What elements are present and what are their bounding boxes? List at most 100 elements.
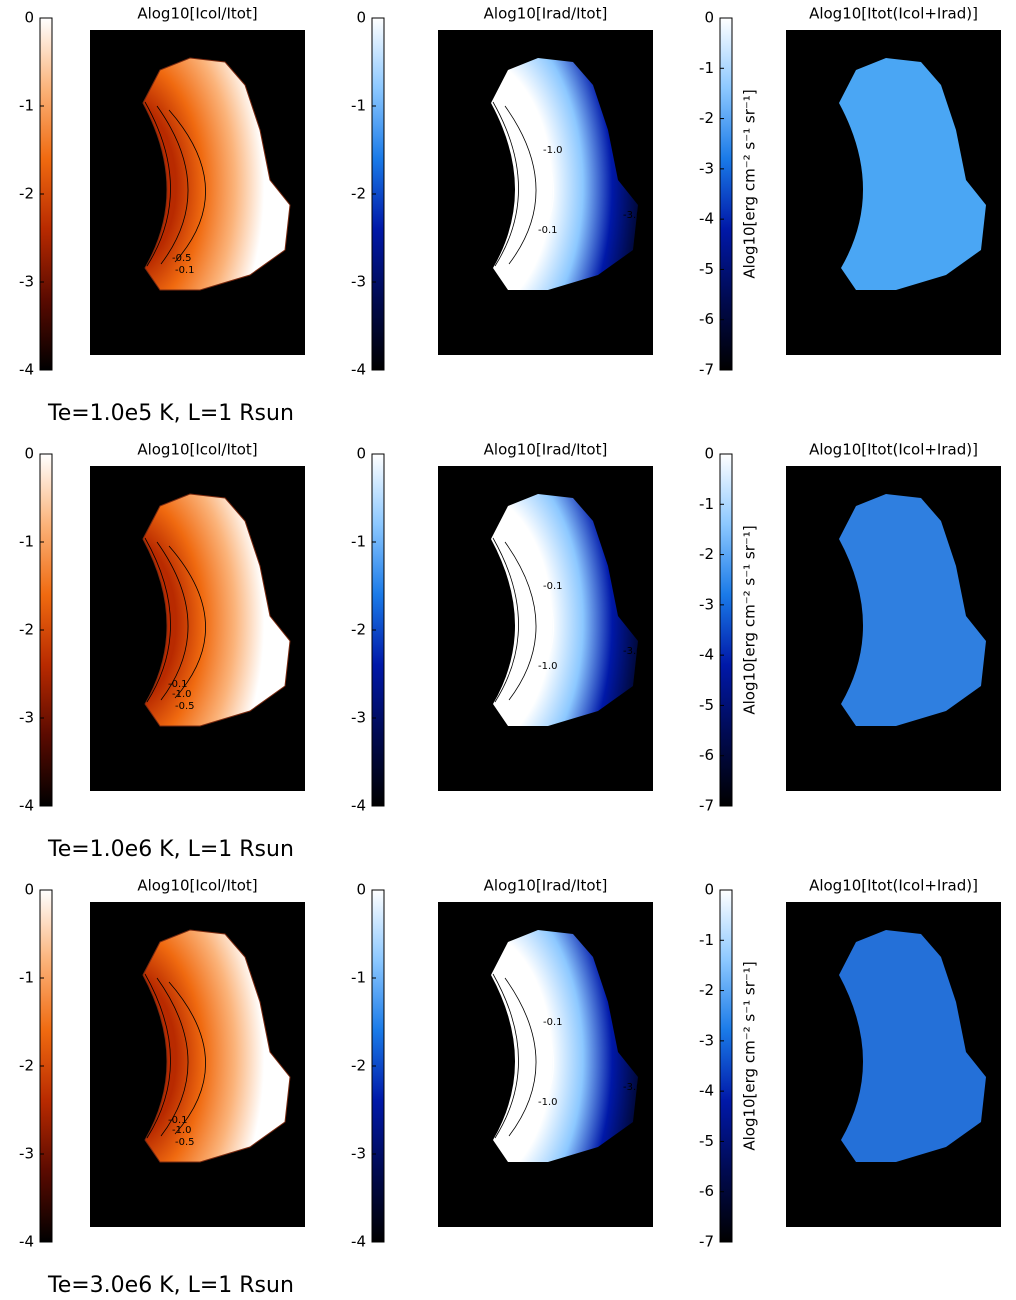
colorbar — [719, 17, 733, 371]
colorbar-label: Alog10[erg cm⁻² s⁻¹ sr⁻¹] — [741, 961, 759, 1150]
colorbar-tick-label: 0 — [704, 445, 714, 463]
emission-region — [839, 58, 986, 290]
contour — [492, 973, 519, 1139]
row-caption: Te=1.0e5 K, L=1 Rsun — [47, 401, 294, 426]
colorbar-tick-label: -3 — [19, 273, 34, 291]
row-caption: Te=1.0e6 K, L=1 Rsun — [47, 837, 294, 862]
contour — [156, 977, 189, 1137]
panel-title: Alog10[Icol/Itot] — [137, 877, 257, 895]
colorbar — [719, 453, 733, 807]
contour — [144, 973, 171, 1139]
colorbar-tick-label: 0 — [24, 445, 34, 463]
colorbar-tick-label: -2 — [351, 185, 366, 203]
contour-label: -1.0 — [543, 145, 563, 156]
colorbar-tick-label: -3 — [699, 595, 714, 613]
contour — [516, 545, 554, 699]
colorbar-tick-label: -7 — [699, 1233, 714, 1251]
contour-label: -0.5 — [172, 253, 192, 264]
panel-title: Alog10[Itot(Icol+Irad)] — [809, 441, 978, 459]
contour — [516, 109, 554, 263]
colorbar-tick-label: -4 — [351, 797, 366, 815]
colorbar-tick-label: -2 — [699, 981, 714, 999]
contour-label: -0.1 — [175, 265, 195, 276]
colorbar-tick-label: -3 — [699, 159, 714, 177]
colorbar-tick-label: -2 — [699, 545, 714, 563]
colorbar-tick-label: -6 — [699, 1182, 714, 1200]
colorbar-tick-label: 0 — [24, 881, 34, 899]
colorbar-tick-label: -6 — [699, 746, 714, 764]
colorbar-tick-label: -1 — [351, 97, 366, 115]
colorbar-label: Alog10[erg cm⁻² s⁻¹ sr⁻¹] — [741, 89, 759, 278]
panel-title: Alog10[Irad/Itot] — [484, 441, 608, 459]
contour — [144, 537, 171, 703]
contour-label: -0.1 — [168, 679, 188, 690]
colorbar-tick-label: 0 — [704, 881, 714, 899]
panel-title: Alog10[Irad/Itot] — [484, 877, 608, 895]
colorbar-tick-label: -4 — [699, 210, 714, 228]
colorbar-tick-label: -5 — [699, 260, 714, 278]
colorbar-tick-label: -4 — [19, 1233, 34, 1251]
contour — [168, 109, 206, 263]
contour — [492, 537, 519, 703]
colorbar-tick-label: -2 — [351, 621, 366, 639]
row-caption: Te=3.0e6 K, L=1 Rsun — [47, 1273, 294, 1298]
colorbar-tick-label: -1 — [351, 533, 366, 551]
colorbar-tick-label: -3 — [19, 1145, 34, 1163]
emission-region — [839, 930, 986, 1162]
colorbar-tick-label: 0 — [24, 9, 34, 27]
colorbar-label: Alog10[erg cm⁻² s⁻¹ sr⁻¹] — [741, 525, 759, 714]
contour-label: -3.0 — [623, 646, 643, 657]
colorbar-tick-label: 0 — [704, 9, 714, 27]
colorbar-tick-label: -1 — [351, 969, 366, 987]
panel-title: Alog10[Itot(Icol+Irad)] — [809, 877, 978, 895]
colorbar-tick-label: -1 — [19, 969, 34, 987]
colorbar-tick-label: -3 — [351, 709, 366, 727]
colorbar-tick-label: -4 — [351, 1233, 366, 1251]
contour — [516, 981, 554, 1135]
contour — [156, 105, 189, 265]
contour-label: -0.1 — [543, 581, 563, 592]
colorbar-tick-label: -2 — [19, 185, 34, 203]
colorbar-tick-label: 0 — [356, 9, 366, 27]
panel-title: Alog10[Irad/Itot] — [484, 5, 608, 23]
colorbar-tick-label: -2 — [19, 1057, 34, 1075]
colorbar-tick-label: -3 — [19, 709, 34, 727]
contour-label: -1.0 — [172, 689, 192, 700]
colorbar-tick-label: -4 — [19, 361, 34, 379]
colorbar-tick-label: -7 — [699, 361, 714, 379]
colorbar-tick-label: -1 — [19, 533, 34, 551]
colorbar-tick-label: -6 — [699, 310, 714, 328]
colorbar-tick-label: -4 — [351, 361, 366, 379]
colorbar-tick-label: -1 — [699, 931, 714, 949]
contour — [492, 101, 519, 267]
contour — [168, 545, 206, 699]
colorbar-tick-label: -5 — [699, 1132, 714, 1150]
colorbar-tick-label: -3 — [351, 273, 366, 291]
colorbar-tick-label: -4 — [699, 646, 714, 664]
colorbar-tick-label: 0 — [356, 881, 366, 899]
panel-title: Alog10[Itot(Icol+Irad)] — [809, 5, 978, 23]
colorbar-tick-label: -1 — [19, 97, 34, 115]
contour — [504, 541, 537, 701]
colorbar-tick-label: -3 — [699, 1031, 714, 1049]
colorbar-tick-label: -5 — [699, 696, 714, 714]
contour-label: -0.1 — [543, 1017, 563, 1028]
contour-label: -1.0 — [538, 1097, 558, 1108]
colorbar-tick-label: -1 — [699, 59, 714, 77]
colorbar-tick-label: -4 — [699, 1082, 714, 1100]
contour-label: -0.5 — [175, 701, 195, 712]
contour — [156, 541, 189, 701]
colorbar-tick-label: -4 — [19, 797, 34, 815]
colorbar-tick-label: -3 — [351, 1145, 366, 1163]
colorbar-tick-label: -7 — [699, 797, 714, 815]
contour — [504, 105, 537, 265]
contour-label: -1.0 — [172, 1125, 192, 1136]
colorbar-tick-label: -2 — [351, 1057, 366, 1075]
colorbar — [719, 889, 733, 1243]
contour — [144, 101, 171, 267]
contour — [168, 981, 206, 1135]
panel-title: Alog10[Icol/Itot] — [137, 441, 257, 459]
contour-label: -3.0 — [623, 210, 643, 221]
contour — [504, 977, 537, 1137]
